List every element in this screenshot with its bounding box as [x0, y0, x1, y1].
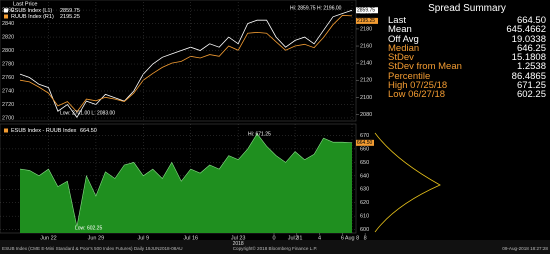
summary-value: 664.50: [516, 15, 546, 26]
legend-entry: RUUB Index (R1): [11, 14, 54, 20]
annotation: Hi: 2859.75 H: 2196.00: [290, 5, 342, 11]
top-panel: [0, 0, 357, 122]
price-line: [19, 9, 353, 119]
spread-summary: Spread Summary Last 664.50 Mean 645.4662 Off…: [384, 0, 550, 101]
last-value-box: [356, 17, 378, 24]
y-tick-label: 660: [360, 146, 369, 152]
y-tick-label: 600: [360, 227, 369, 233]
spread-line: [19, 133, 353, 227]
x-tick-label: Jul 16: [183, 235, 198, 241]
legend-entry: ESUB Index (L1): [11, 8, 52, 14]
summary-value: 1.2538: [516, 61, 546, 73]
y2-tick-label: 2120: [360, 78, 372, 84]
x-tick-label: Jul 23: [231, 235, 246, 241]
summary-label: Mean: [388, 24, 412, 36]
y2-tick-label: 2140: [360, 61, 372, 67]
summary-value: 671.25: [516, 80, 546, 92]
y-tick-label: 2740: [2, 88, 14, 94]
summary-label: Median: [388, 42, 420, 54]
x-tick-label: Jun 29: [88, 235, 105, 241]
y-tick-label: 670: [360, 133, 369, 139]
y-tick-label: 650: [360, 160, 369, 166]
y-tick-label: 620: [360, 200, 369, 206]
last-value-box: [356, 139, 374, 146]
summary-value: 19.0338: [511, 33, 546, 45]
x-tick-label: 6: [341, 235, 344, 241]
y-tick-label: 2860: [2, 8, 14, 14]
x-axis-label: 2018: [233, 241, 244, 247]
x-tick-label: Aug 8: [345, 235, 359, 241]
x-tick-label: Jun 22: [40, 235, 57, 241]
y2-tick-label: 2180: [360, 26, 372, 32]
summary-row: Mean 645.4662: [384, 24, 550, 36]
summary-value: 15.1808: [511, 52, 546, 64]
y-tick-label: 640: [360, 173, 369, 179]
summary-title: Spread Summary: [428, 3, 506, 14]
legend-title: Last Price: [13, 1, 37, 7]
legend-value: 664.50: [80, 128, 97, 134]
last-value-label: 664.50: [357, 140, 373, 146]
annotation: Hi: 671.25: [248, 131, 271, 137]
y-tick-label: 2800: [2, 48, 14, 54]
legend-value: 2195.25: [60, 14, 80, 20]
summary-label: Low 06/27/18: [388, 89, 446, 101]
annotation: Low: 602.25: [75, 225, 102, 231]
footer-bar: [0, 240, 550, 254]
summary-value: 646.25: [516, 42, 546, 54]
y2-tick-label: 2160: [360, 43, 372, 49]
annotation: Low: 2701.00 L: 2083.00: [60, 110, 115, 116]
summary-row: High 07/25/18 671.25: [384, 80, 550, 92]
summary-row: Median 646.25: [384, 42, 550, 54]
x-tick-label: 8: [364, 235, 367, 241]
y-tick-label: 610: [360, 214, 369, 220]
y-tick-label: 2840: [2, 21, 14, 27]
y2-tick-label: 2100: [360, 95, 372, 101]
summary-value: 645.4662: [506, 24, 546, 36]
footer-text: 09-Aug-2018 18:27:28: [502, 246, 548, 251]
x-tick-label: 0: [272, 235, 275, 241]
summary-row: Low 06/27/18 602.25: [384, 89, 550, 101]
summary-label: Last: [388, 15, 406, 26]
spread-area: [20, 133, 352, 233]
legend-swatch: [4, 8, 8, 13]
y-tick-label: 2760: [2, 75, 14, 81]
last-value-label: 2195.25: [357, 18, 375, 24]
legend-value: 2859.75: [60, 8, 80, 14]
last-value-box: [356, 7, 378, 14]
summary-label: High 07/25/18: [388, 80, 448, 92]
summary-row: Last 664.50: [384, 15, 550, 26]
y-tick-label: 2780: [2, 61, 14, 67]
summary-value: 602.25: [516, 89, 546, 101]
legend-swatch: [4, 128, 8, 133]
x-tick-label: 4: [318, 235, 321, 241]
x-tick-label: Jul 31: [288, 235, 303, 241]
summary-label: StDev from Mean: [388, 61, 462, 73]
summary-row: Off Avg 19.0338: [384, 33, 550, 45]
y-tick-label: 2700: [2, 115, 14, 121]
legend-entry: ESUB Index - RUUB Index: [11, 128, 77, 134]
price-line: [19, 14, 353, 113]
y-tick-label: 2820: [2, 35, 14, 41]
summary-row: Percentile 86.4865: [384, 70, 550, 82]
x-tick-label: Jul 9: [138, 235, 150, 241]
summary-label: Percentile: [388, 70, 431, 82]
footer-text: ESUB Index (CME E-Mini Standard & Poor's…: [2, 246, 183, 251]
summary-label: Off Avg: [388, 33, 419, 45]
summary-row: StDev from Mean 1.2538: [384, 61, 550, 73]
x-tick-label: 2: [295, 235, 298, 241]
normal-curve: [374, 132, 441, 233]
summary-row: StDev 15.1808: [384, 52, 550, 64]
footer-text: Copyright© 2018 Bloomberg Finance L.P.: [233, 245, 318, 251]
legend-swatch: [4, 14, 8, 19]
y-tick-label: 630: [360, 187, 369, 193]
summary-value: 86.4865: [511, 70, 546, 82]
y2-tick-label: 2080: [360, 112, 372, 118]
summary-label: StDev: [388, 52, 414, 64]
last-value-label: 2859.75: [357, 8, 375, 14]
y-tick-label: 2720: [2, 102, 14, 108]
